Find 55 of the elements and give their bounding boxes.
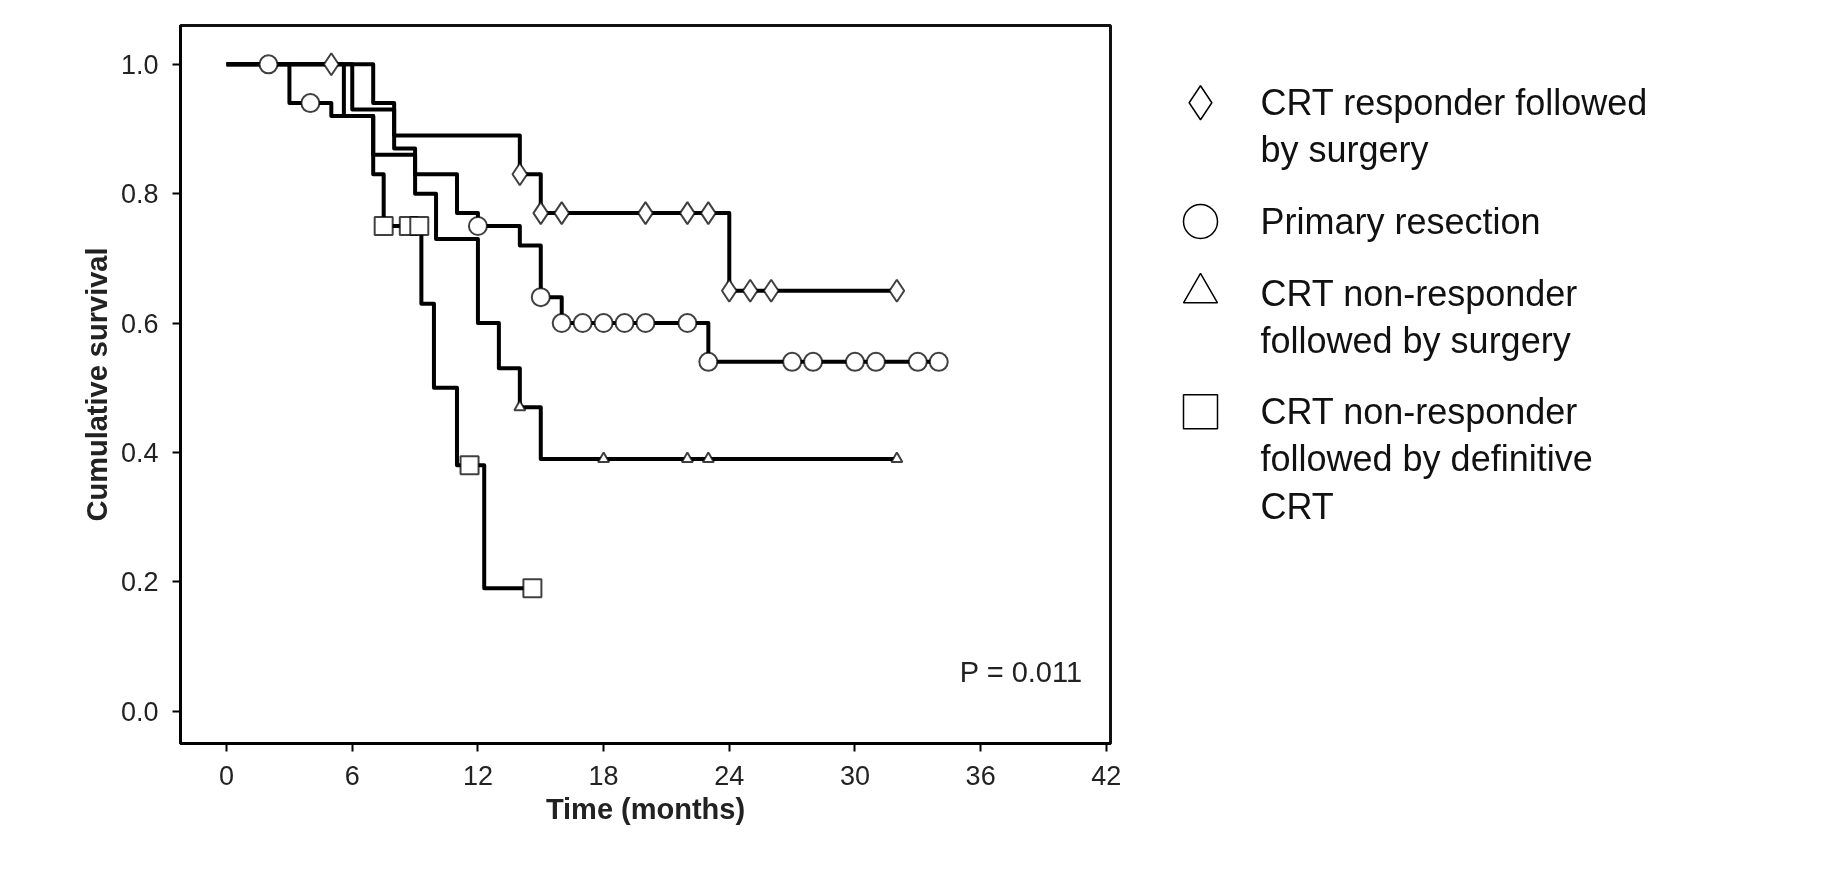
point xyxy=(865,351,886,372)
point xyxy=(551,313,572,334)
point xyxy=(635,313,656,334)
point xyxy=(593,313,614,334)
point xyxy=(782,351,803,372)
legend-label: CRT non-responder followed by definitive CRT xyxy=(1260,391,1593,527)
point xyxy=(532,201,550,226)
y-tick-label: 0.0 xyxy=(120,696,159,727)
x-tick-label: 24 xyxy=(714,760,745,791)
y-tick-label: 0.6 xyxy=(120,308,159,339)
x-tick-label: 6 xyxy=(344,760,360,791)
point xyxy=(522,578,543,599)
y-tick-label: 0.4 xyxy=(120,437,159,468)
x-tick-label: 18 xyxy=(588,760,619,791)
point xyxy=(677,313,698,334)
point xyxy=(258,54,279,75)
point xyxy=(511,162,529,187)
point xyxy=(698,351,719,372)
point xyxy=(741,278,759,303)
x-tick-label: 0 xyxy=(219,760,235,791)
point xyxy=(467,216,488,236)
point xyxy=(572,313,593,334)
point xyxy=(888,278,906,303)
point xyxy=(680,451,694,464)
y-tick-label: 0.2 xyxy=(120,567,159,598)
y-tick-label: 1.0 xyxy=(120,49,159,80)
annotation: P = 0.011 xyxy=(959,655,1083,688)
point xyxy=(597,451,611,464)
point xyxy=(720,278,738,303)
x-tick-label: 30 xyxy=(839,760,870,791)
point xyxy=(803,351,824,372)
x-tick-label: 42 xyxy=(1091,760,1122,791)
point xyxy=(762,278,780,303)
legend-label: CRT responder followed by surgery xyxy=(1260,82,1648,171)
point xyxy=(530,287,551,308)
point xyxy=(907,351,928,372)
y-tick-label: 0.8 xyxy=(120,179,159,210)
point xyxy=(300,93,321,114)
point xyxy=(928,351,949,372)
point xyxy=(322,52,340,77)
point xyxy=(844,351,865,372)
x-tick-label: 36 xyxy=(965,760,996,791)
point xyxy=(614,313,635,334)
point xyxy=(409,216,430,237)
legend-label: Primary resection xyxy=(1260,200,1541,242)
point xyxy=(513,399,527,412)
point xyxy=(459,455,480,476)
x-axis-title: Time (months) xyxy=(545,792,746,825)
legend-label: CRT non-responder followed by surgery xyxy=(1260,272,1578,361)
point xyxy=(890,451,904,464)
point xyxy=(553,201,571,226)
point xyxy=(701,451,715,464)
y-axis-title: Cumulative survival xyxy=(80,247,113,522)
point xyxy=(373,216,394,237)
x-tick-label: 12 xyxy=(462,760,493,791)
